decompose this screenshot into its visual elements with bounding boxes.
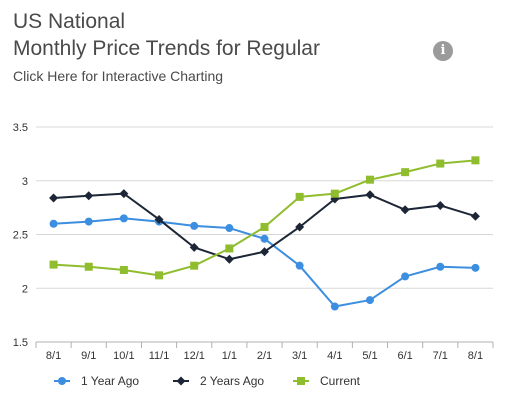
data-point [49,193,59,203]
data-point [190,221,199,230]
data-point [225,224,234,233]
x-tick-label: 3/1 [292,350,307,362]
interactive-charting-link[interactable]: Click Here for Interactive Charting [13,68,224,84]
legend-marker [297,377,305,385]
data-point [471,263,480,272]
legend: 1 Year Ago 2 Years Ago Current [54,374,361,388]
data-point [119,214,128,223]
x-tick-label: 4/1 [327,350,342,362]
x-tick-label: 7/1 [433,350,448,362]
data-point [436,262,445,271]
x-tick-label: 12/1 [183,350,204,362]
data-point [155,271,164,280]
y-tick-label: 3 [22,176,28,188]
data-point [400,205,410,215]
data-point [435,200,445,210]
legend-item-label[interactable]: 1 Year Ago [81,374,139,388]
x-tick-label: 5/1 [362,350,377,362]
legend-marker [176,376,186,386]
x-tick-label: 8/1 [468,350,483,362]
data-point [365,175,374,184]
legend-item-label[interactable]: Current [320,374,361,388]
data-point [260,222,269,231]
data-point [295,222,305,232]
x-tick-label: 2/1 [257,350,272,362]
data-point [225,244,234,253]
data-point [436,159,445,168]
series-lines [49,156,480,311]
y-tick-label: 2 [22,283,28,295]
x-tick-label: 8/1 [46,350,61,362]
data-point [365,190,375,200]
data-point [49,260,58,269]
y-tick-label: 1.5 [13,337,28,349]
data-point [295,192,304,201]
data-point [260,234,269,243]
y-axis-ticks: 1.5 2 2.5 3 3.5 [13,122,28,349]
y-tick-label: 2.5 [13,230,28,242]
data-point [471,156,480,165]
data-point [470,211,480,221]
data-point [330,189,339,198]
data-point [49,219,58,228]
x-tick-label: 6/1 [397,350,412,362]
data-point [119,189,129,199]
title-line-1: US National [13,10,126,33]
x-tick-label: 10/1 [113,350,134,362]
data-point [84,217,93,226]
data-point [119,265,128,274]
data-point [84,191,94,201]
data-point [401,168,410,177]
x-tick-label: 9/1 [81,350,96,362]
y-tick-label: 3.5 [13,122,28,134]
data-point [189,242,199,252]
series-line-0 [53,217,476,308]
data-point [190,261,199,270]
data-point [295,261,304,270]
x-tick-label: 11/1 [149,350,170,362]
legend-marker [58,377,66,385]
x-axis-ticks: 8/1 9/1 10/1 11/1 12/1 1/1 2/1 3/1 4/1 5/1 6/1 7/1 8… [35,342,494,362]
gridlines [36,126,493,343]
data-point [330,302,339,311]
info-icon[interactable]: i [433,41,453,61]
data-point [401,272,410,281]
data-point [154,214,164,224]
legend-item-label[interactable]: 2 Years Ago [200,374,264,388]
title-line-2: Monthly Price Trends for Regular [13,37,320,60]
data-point [365,296,374,305]
x-tick-label: 1/1 [222,350,237,362]
data-point [224,254,234,264]
chart-title: US National Monthly Price Trends for Reg… [13,8,320,62]
data-point [84,262,93,271]
series-line-2 [53,159,476,277]
data-point [260,247,269,257]
